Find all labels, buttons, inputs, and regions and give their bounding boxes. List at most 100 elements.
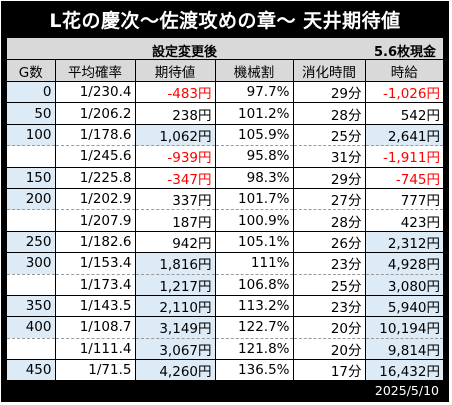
date-label: 2025/5/10 xyxy=(7,382,443,399)
cell-games: 0 xyxy=(7,81,56,104)
cell-payout-rate: 101.2% xyxy=(215,102,294,125)
cell-hourly-wage: 16,432円 xyxy=(365,359,443,382)
column-header-games: G数 xyxy=(7,60,56,82)
cell-payout-rate: 100.9% xyxy=(215,209,294,232)
cell-time: 28分 xyxy=(293,102,366,125)
cell-expected-value: 3,149円 xyxy=(135,316,216,339)
cell-probability: 1/230.4 xyxy=(55,81,136,104)
cell-time: 20分 xyxy=(293,338,366,361)
cell-games: 400 xyxy=(7,316,56,339)
cell-hourly-wage: 2,641円 xyxy=(365,124,443,147)
cell-payout-rate: 105.9% xyxy=(215,124,294,147)
column-header-hourly-wage: 時給 xyxy=(365,60,443,82)
cell-probability: 1/182.6 xyxy=(55,231,136,254)
column-header-payout-rate: 機械割 xyxy=(215,60,294,82)
settings-bar: 設定変更後 5.6枚現金 xyxy=(7,38,443,60)
cell-games xyxy=(7,145,56,168)
cell-games: 50 xyxy=(7,102,56,125)
exchange-rate-label: 5.6枚現金 xyxy=(373,45,436,60)
column-header-probability: 平均確率 xyxy=(55,60,136,82)
cell-expected-value: 942円 xyxy=(135,231,216,254)
setting-label: 設定変更後 xyxy=(152,45,218,60)
table-row: 1/111.4 3,067円 121.8% 20分 9,814円 xyxy=(7,338,443,361)
cell-expected-value: -939円 xyxy=(135,145,216,168)
table-row: 300 1/153.4 1,816円 111% 23分 4,928円 xyxy=(7,252,443,275)
cell-time: 25分 xyxy=(293,274,366,296)
cell-payout-rate: 111% xyxy=(215,252,294,275)
column-header-time: 消化時間 xyxy=(293,60,366,82)
cell-games: 450 xyxy=(7,359,56,382)
cell-time: 27分 xyxy=(293,188,366,211)
cell-time: 28分 xyxy=(293,209,366,232)
cell-expected-value: 1,816円 xyxy=(135,252,216,275)
cell-hourly-wage: 423円 xyxy=(365,209,443,232)
cell-probability: 1/143.5 xyxy=(55,295,136,318)
table-header-row: G数 平均確率 期待値 機械割 消化時間 時給 xyxy=(7,60,443,82)
cell-probability: 1/206.2 xyxy=(55,102,136,125)
cell-payout-rate: 113.2% xyxy=(215,295,294,318)
table-row: 1/173.4 1,217円 106.8% 25分 3,080円 xyxy=(7,274,443,296)
cell-probability: 1/202.9 xyxy=(55,188,136,211)
page-title: L花の慶次〜佐渡攻めの章〜 天井期待値 xyxy=(1,1,449,38)
cell-games: 100 xyxy=(7,124,56,147)
cell-hourly-wage: 9,814円 xyxy=(365,338,443,361)
cell-hourly-wage: 4,928円 xyxy=(365,252,443,275)
cell-hourly-wage: 777円 xyxy=(365,188,443,211)
cell-payout-rate: 97.7% xyxy=(215,81,294,104)
cell-time: 25分 xyxy=(293,124,366,147)
cell-probability: 1/71.5 xyxy=(55,359,136,382)
cell-games xyxy=(7,209,56,232)
cell-expected-value: 337円 xyxy=(135,188,216,211)
cell-time: 23分 xyxy=(293,295,366,318)
cell-hourly-wage: -745円 xyxy=(365,167,443,189)
cell-time: 29分 xyxy=(293,167,366,189)
cell-expected-value: 187円 xyxy=(135,209,216,232)
cell-probability: 1/111.4 xyxy=(55,338,136,361)
cell-hourly-wage: -1,911円 xyxy=(365,145,443,168)
cell-hourly-wage: 5,940円 xyxy=(365,295,443,318)
cell-expected-value: -347円 xyxy=(135,167,216,189)
cell-games xyxy=(7,338,56,361)
table-row: 450 1/71.5 4,260円 136.5% 17分 16,432円 xyxy=(7,359,443,382)
table-row: 250 1/182.6 942円 105.1% 26分 2,312円 xyxy=(7,231,443,254)
table-row: 200 1/202.9 337円 101.7% 27分 777円 xyxy=(7,188,443,211)
cell-expected-value: 238円 xyxy=(135,102,216,125)
cell-games: 150 xyxy=(7,167,56,189)
cell-time: 20分 xyxy=(293,316,366,339)
cell-time: 26分 xyxy=(293,231,366,254)
cell-expected-value: 2,110円 xyxy=(135,295,216,318)
cell-hourly-wage: 2,312円 xyxy=(365,231,443,254)
cell-hourly-wage: 3,080円 xyxy=(365,274,443,296)
cell-payout-rate: 101.7% xyxy=(215,188,294,211)
cell-payout-rate: 136.5% xyxy=(215,359,294,382)
cell-expected-value: -483円 xyxy=(135,81,216,104)
table-row: 1/207.9 187円 100.9% 28分 423円 xyxy=(7,209,443,232)
cell-hourly-wage: 10,194円 xyxy=(365,316,443,339)
cell-games: 200 xyxy=(7,188,56,211)
table-row: 1/245.6 -939円 95.8% 31分 -1,911円 xyxy=(7,145,443,168)
cell-time: 31分 xyxy=(293,145,366,168)
cell-games: 350 xyxy=(7,295,56,318)
cell-probability: 1/173.4 xyxy=(55,274,136,296)
cell-probability: 1/153.4 xyxy=(55,252,136,275)
table-row: 50 1/206.2 238円 101.2% 28分 542円 xyxy=(7,102,443,125)
cell-payout-rate: 121.8% xyxy=(215,338,294,361)
cell-hourly-wage: 542円 xyxy=(365,102,443,125)
cell-games xyxy=(7,274,56,296)
cell-expected-value: 3,067円 xyxy=(135,338,216,361)
cell-probability: 1/178.6 xyxy=(55,124,136,147)
cell-probability: 1/225.8 xyxy=(55,167,136,189)
expected-value-table: G数 平均確率 期待値 機械割 消化時間 時給 0 1/230.4 -483円 97.… xyxy=(7,60,443,382)
column-header-expected-value: 期待値 xyxy=(135,60,216,82)
cell-expected-value: 4,260円 xyxy=(135,359,216,382)
cell-time: 29分 xyxy=(293,81,366,104)
cell-expected-value: 1,062円 xyxy=(135,124,216,147)
cell-time: 23分 xyxy=(293,252,366,275)
cell-games: 250 xyxy=(7,231,56,254)
table-row: 150 1/225.8 -347円 98.3% 29分 -745円 xyxy=(7,167,443,189)
cell-payout-rate: 105.1% xyxy=(215,231,294,254)
table-row: 400 1/108.7 3,149円 122.7% 20分 10,194円 xyxy=(7,316,443,339)
table-row: 0 1/230.4 -483円 97.7% 29分 -1,026円 xyxy=(7,81,443,104)
cell-payout-rate: 98.3% xyxy=(215,167,294,189)
table-row: 350 1/143.5 2,110円 113.2% 23分 5,940円 xyxy=(7,295,443,318)
